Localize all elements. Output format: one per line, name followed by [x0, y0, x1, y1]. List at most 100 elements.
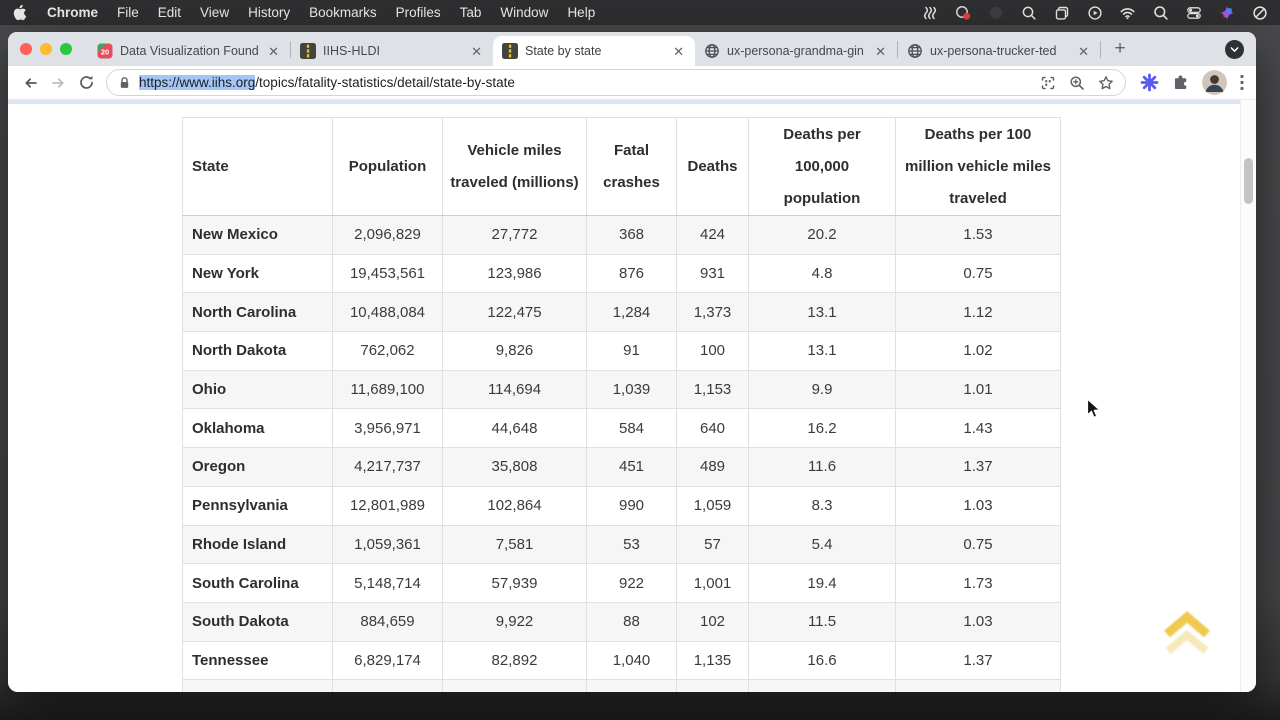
forward-button[interactable] [44, 69, 72, 97]
menu-edit[interactable]: Edit [157, 5, 182, 20]
value-cell: 884,659 [332, 601, 443, 642]
wifi-icon[interactable] [1119, 4, 1136, 21]
menu-chrome[interactable]: Chrome [47, 5, 99, 20]
value-cell: 990 [586, 485, 677, 526]
zoom-tool-icon[interactable] [1020, 4, 1037, 21]
back-to-top-button[interactable] [1158, 605, 1216, 666]
now-playing-icon[interactable] [1086, 4, 1103, 21]
value-cell: 16.2 [748, 408, 896, 449]
value-cell: 13.1 [748, 331, 896, 371]
new-tab-button[interactable]: + [1114, 38, 1126, 59]
close-window-button[interactable] [20, 43, 32, 55]
keystroke-waves-icon[interactable] [921, 4, 938, 21]
menu-history[interactable]: History [248, 5, 291, 20]
qr-code-icon[interactable] [1040, 75, 1056, 91]
fatality-statistics-table: State Population Vehicle miles traveled … [182, 117, 1061, 692]
tab-close-icon[interactable]: ✕ [673, 43, 684, 59]
value-cell: 19.4 [748, 563, 896, 603]
value-cell: 4,217,737 [332, 447, 443, 487]
menu-profiles[interactable]: Profiles [395, 5, 441, 20]
minimize-window-button[interactable] [40, 43, 52, 55]
extension-starburst-icon[interactable] [1140, 73, 1159, 92]
menu-tab[interactable]: Tab [459, 5, 482, 20]
tab-iihs-hldi[interactable]: IIHS-HLDI ✕ [291, 36, 493, 66]
value-cell: 5.4 [748, 524, 896, 565]
value-cell: 1.01 [895, 369, 1061, 410]
zoom-in-icon[interactable] [1069, 75, 1085, 91]
tab-data-visualization-founda[interactable]: 20 Data Visualization Founda ✕ [88, 36, 290, 66]
menu-bookmarks[interactable]: Bookmarks [309, 5, 377, 20]
value-cell [332, 679, 443, 692]
value-cell: 8.3 [748, 485, 896, 526]
tab-separator [290, 40, 291, 58]
state-cell: Rhode Island [182, 524, 333, 565]
fullscreen-window-button[interactable] [60, 43, 72, 55]
state-cell: Pennsylvania [182, 485, 333, 526]
table-header-row: State Population Vehicle miles traveled … [182, 117, 1061, 216]
tab-ux-persona-trucker-ted[interactable]: ux-persona-trucker-ted ✕ [898, 36, 1100, 66]
value-cell: 2,096,829 [332, 215, 443, 255]
value-cell: 11,689,100 [332, 369, 443, 410]
url-path-text: /topics/fatality-statistics/detail/state… [255, 75, 515, 90]
column-header-deaths-per-100k: Deaths per 100,000 population [748, 117, 896, 216]
browser-window: 20 Data Visualization Founda ✕ IIHS-HLDI ✕ St… [8, 32, 1256, 692]
tab-separator [897, 40, 898, 58]
scrollbar-thumb[interactable] [1244, 158, 1253, 204]
browser-menu-icon[interactable] [1240, 74, 1244, 91]
tab-state-by-state[interactable]: State by state ✕ [493, 36, 695, 66]
apple-menu-icon[interactable] [12, 4, 27, 21]
value-cell: 11.5 [748, 601, 896, 642]
page-scrollbar[interactable] [1240, 100, 1256, 692]
value-cell [895, 679, 1061, 692]
column-header-state: State [182, 117, 333, 216]
menu-help[interactable]: Help [567, 5, 596, 20]
value-cell: 102 [676, 601, 749, 642]
spotlight-search-icon[interactable] [1152, 4, 1169, 21]
value-cell: 57 [676, 524, 749, 565]
tab-strip: 20 Data Visualization Founda ✕ IIHS-HLDI ✕ St… [8, 32, 1256, 66]
reload-button[interactable] [72, 69, 100, 97]
padlock-icon[interactable] [118, 76, 131, 90]
tab-label: IIHS-HLDI [323, 44, 380, 58]
tab-search-button[interactable] [1225, 39, 1244, 59]
dimmed-app-icon[interactable] [987, 4, 1004, 21]
tab-close-icon[interactable]: ✕ [471, 43, 482, 59]
value-cell [586, 679, 677, 692]
value-cell: 368 [586, 215, 677, 255]
value-cell: 0.75 [895, 253, 1061, 294]
menu-window[interactable]: Window [500, 5, 549, 20]
value-cell: 1.37 [895, 640, 1061, 681]
menu-view[interactable]: View [200, 5, 230, 20]
mission-control-icon[interactable] [1053, 4, 1070, 21]
menu-file[interactable]: File [117, 5, 139, 20]
colorful-app-icon[interactable] [1218, 4, 1235, 21]
address-bar[interactable]: https://www.iihs.org/topics/fatality-sta… [106, 69, 1126, 96]
value-cell: 6,829,174 [332, 640, 443, 681]
extensions-puzzle-icon[interactable] [1172, 74, 1189, 91]
value-cell: 4.8 [748, 253, 896, 294]
back-button[interactable] [16, 69, 44, 97]
value-cell: 100 [676, 331, 749, 371]
value-cell: 35,808 [442, 447, 587, 487]
table-row-tennessee: Tennessee 6,829,174 82,892 1,040 1,135 16.6 1.… [182, 640, 1061, 681]
focus-mode-icon[interactable] [1251, 4, 1268, 21]
value-cell: 931 [676, 253, 749, 294]
screen-record-icon[interactable] [954, 4, 971, 21]
value-cell [676, 679, 749, 692]
value-cell: 12,801,989 [332, 485, 443, 526]
control-center-icon[interactable] [1185, 4, 1202, 21]
value-cell: 13.1 [748, 292, 896, 333]
value-cell: 122,475 [442, 292, 587, 333]
iihs-favicon-icon [502, 43, 518, 59]
tab-close-icon[interactable]: ✕ [1078, 43, 1089, 59]
bookmark-star-icon[interactable] [1098, 75, 1114, 91]
value-cell: 3,956,971 [332, 408, 443, 449]
value-cell: 114,694 [442, 369, 587, 410]
profile-avatar[interactable] [1202, 70, 1227, 95]
tab-close-icon[interactable]: ✕ [268, 43, 279, 59]
value-cell: 1,284 [586, 292, 677, 333]
tab-ux-persona-grandma-gin[interactable]: ux-persona-grandma-gin ✕ [695, 36, 897, 66]
tab-close-icon[interactable]: ✕ [875, 43, 886, 59]
value-cell: 1.73 [895, 563, 1061, 603]
